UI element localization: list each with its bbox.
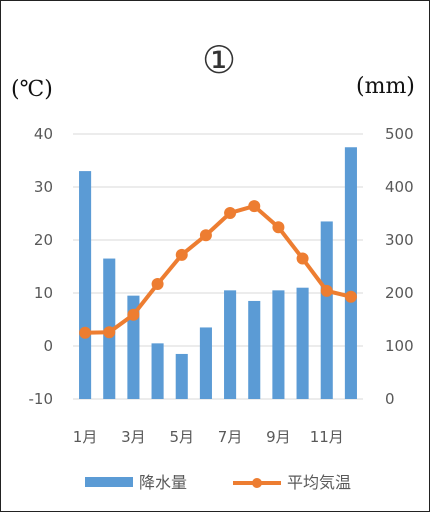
precipitation-bar <box>320 221 333 399</box>
precipitation-bar <box>151 343 164 399</box>
temperature-point <box>151 277 164 290</box>
legend: 降水量 平均気温 <box>85 473 351 492</box>
legend-precipitation-swatch <box>85 477 133 487</box>
temperature-line <box>85 204 352 335</box>
x-axis-tick-label: 5月 <box>169 428 194 446</box>
right-axis-tick-label: 500 <box>385 125 414 143</box>
temperature-point <box>79 326 92 339</box>
right-axis-ticks: 500 400 300 200 100 0 <box>385 125 414 408</box>
temperature-point <box>127 308 140 321</box>
left-axis-tick-label: 10 <box>34 284 53 302</box>
legend-temperature-label: 平均気温 <box>287 473 351 492</box>
precipitation-bar <box>272 290 285 399</box>
precipitation-bar <box>296 287 309 399</box>
gridlines <box>73 133 363 400</box>
legend-temperature-marker <box>252 478 262 488</box>
left-axis-tick-label: 0 <box>43 337 53 355</box>
precipitation-bar <box>175 353 188 399</box>
precipitation-bar <box>344 147 357 399</box>
right-axis-tick-label: 200 <box>385 284 414 302</box>
temperature-line-path <box>85 204 352 335</box>
right-axis-tick-label: 0 <box>385 390 395 408</box>
x-axis-tick-label: 3月 <box>121 428 146 446</box>
temperature-point <box>199 229 212 242</box>
x-axis-tick-label: 1月 <box>73 428 98 446</box>
temperature-point <box>248 200 261 213</box>
chart-title: ① <box>202 38 236 82</box>
left-axis-unit: (℃) <box>11 77 53 102</box>
right-axis-tick-label: 100 <box>385 337 414 355</box>
precipitation-bar <box>79 171 92 399</box>
temperature-point <box>224 206 237 219</box>
legend-precipitation-label: 降水量 <box>139 473 187 492</box>
temperature-point <box>296 252 309 265</box>
x-axis-ticks: 1月 3月 5月 7月 9月 11月 <box>73 428 344 446</box>
right-axis-tick-label: 300 <box>385 231 414 249</box>
precipitation-bar <box>127 295 140 399</box>
left-axis-ticks: 40 30 20 10 0 -10 <box>29 125 54 408</box>
x-axis-tick-label: 7月 <box>218 428 243 446</box>
temperature-point <box>103 326 116 339</box>
left-axis-tick-label: 20 <box>34 231 53 249</box>
temperature-point <box>175 248 188 261</box>
temperature-points <box>79 200 357 339</box>
precipitation-bar <box>248 300 261 399</box>
temperature-point <box>344 290 357 303</box>
left-axis-tick-label: -10 <box>29 390 54 408</box>
temperature-point <box>272 221 285 234</box>
right-axis-unit: (mm) <box>356 74 415 99</box>
precipitation-bars <box>79 147 357 399</box>
precipitation-bar <box>199 327 212 399</box>
left-axis-tick-label: 30 <box>34 178 53 196</box>
x-axis-tick-label: 9月 <box>266 428 291 446</box>
precipitation-bar <box>224 290 237 399</box>
temperature-point <box>320 284 333 297</box>
right-axis-tick-label: 400 <box>385 178 414 196</box>
x-axis-tick-label: 11月 <box>310 428 344 446</box>
left-axis-tick-label: 40 <box>34 125 53 143</box>
